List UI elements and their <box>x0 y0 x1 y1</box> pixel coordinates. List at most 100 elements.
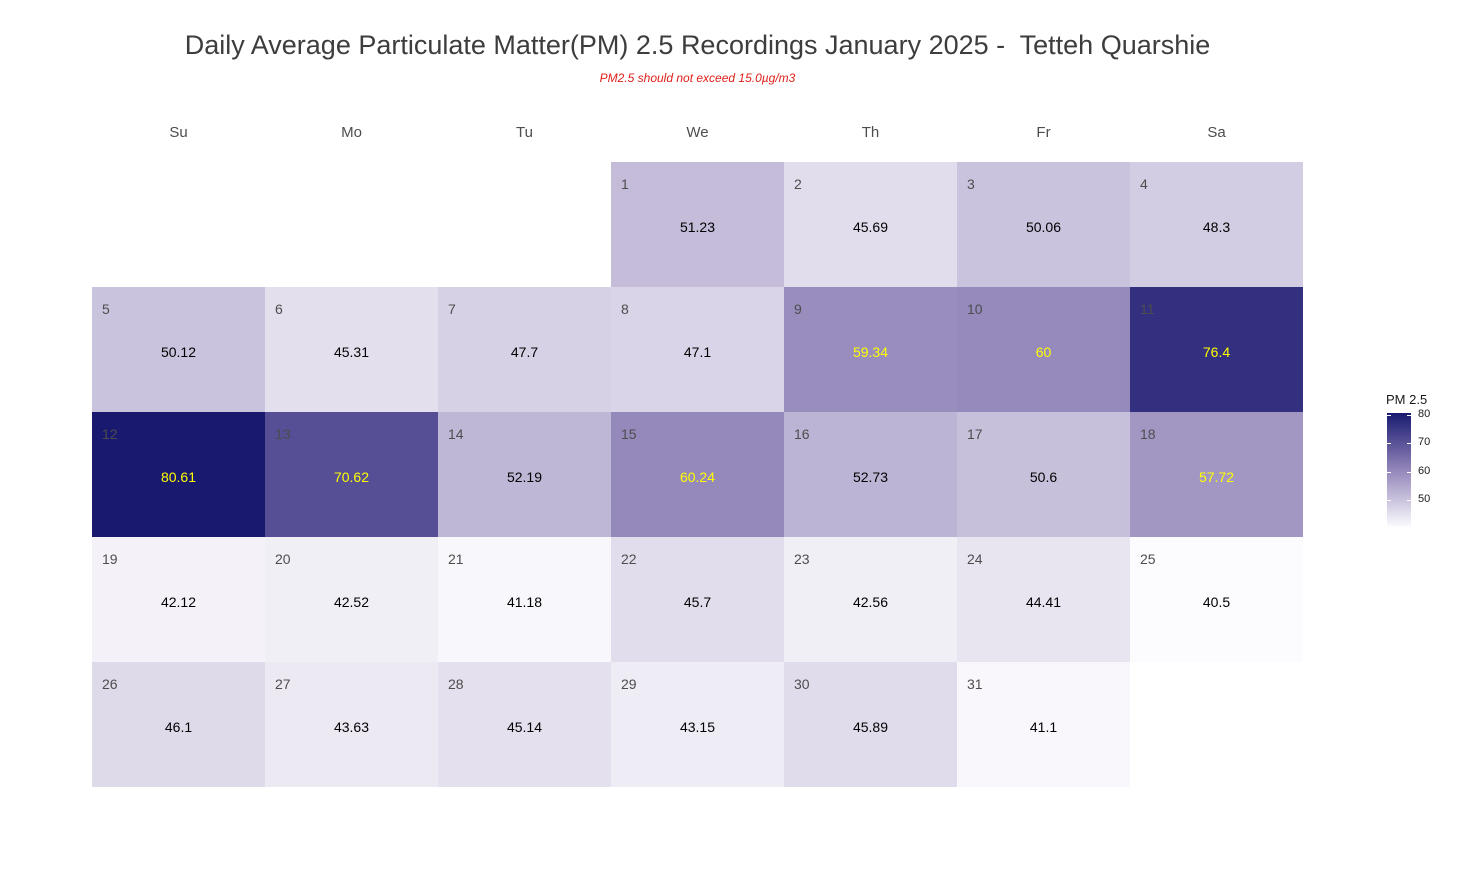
pm25-value-label: 45.7 <box>683 594 712 610</box>
pm25-value-label: 80.61 <box>160 469 197 485</box>
calendar-day-cell: 29 43.15 <box>611 662 784 787</box>
calendar-day-cell: 7 47.7 <box>438 287 611 412</box>
calendar-day-cell: 11 76.4 <box>1130 287 1303 412</box>
pm25-value-label: 45.89 <box>852 719 889 735</box>
pm25-value-label: 59.34 <box>852 344 889 360</box>
day-number: 12 <box>102 426 118 442</box>
pm25-value-label: 45.69 <box>852 219 889 235</box>
legend-tick-mark <box>1387 500 1391 501</box>
weekday-label: Sa <box>1207 124 1226 141</box>
calendar-day-cell: 9 59.34 <box>784 287 957 412</box>
calendar-day-cell: 15 60.24 <box>611 412 784 537</box>
day-number: 21 <box>448 551 464 567</box>
day-number: 11 <box>1140 301 1155 317</box>
day-number: 18 <box>1140 426 1156 442</box>
calendar-day-cell: 2 45.69 <box>784 162 957 287</box>
weekday-label: Mo <box>341 124 362 141</box>
pm25-value-label: 57.72 <box>1198 469 1235 485</box>
calendar-day-cell: 1 51.23 <box>611 162 784 287</box>
day-number: 1 <box>621 176 629 192</box>
pm25-value-label: 40.5 <box>1202 594 1231 610</box>
pm25-value-label: 70.62 <box>333 469 370 485</box>
chart-subtitle: PM2.5 should not exceed 15.0µg/m3 <box>599 71 796 85</box>
day-number: 24 <box>967 551 983 567</box>
legend-tick-label: 60 <box>1418 464 1431 477</box>
legend-tick-mark <box>1407 472 1411 473</box>
day-number: 23 <box>794 551 810 567</box>
pm25-value-label: 51.23 <box>679 219 716 235</box>
day-number: 14 <box>448 426 464 442</box>
pm25-value-label: 43.15 <box>679 719 716 735</box>
calendar-day-cell: 5 50.12 <box>92 287 265 412</box>
calendar-day-cell: 6 45.31 <box>265 287 438 412</box>
calendar-day-cell: 16 52.73 <box>784 412 957 537</box>
pm25-value-label: 41.1 <box>1029 719 1058 735</box>
pm25-value-label: 46.1 <box>164 719 193 735</box>
legend-tick-mark <box>1407 500 1411 501</box>
calendar-day-cell: 19 42.12 <box>92 537 265 662</box>
legend-tick-label: 50 <box>1418 492 1431 505</box>
day-number: 19 <box>102 551 118 567</box>
pm25-value-label: 45.14 <box>506 719 543 735</box>
calendar-day-cell: 23 42.56 <box>784 537 957 662</box>
pm25-value-label: 48.3 <box>1202 219 1231 235</box>
pm25-value-label: 50.6 <box>1029 469 1058 485</box>
calendar-day-cell: 27 43.63 <box>265 662 438 787</box>
day-number: 27 <box>275 676 291 692</box>
calendar-day-cell: 18 57.72 <box>1130 412 1303 537</box>
pm25-value-label: 44.41 <box>1025 594 1062 610</box>
pm25-value-label: 42.52 <box>333 594 370 610</box>
day-number: 2 <box>794 176 802 192</box>
legend-tick-mark <box>1387 415 1391 416</box>
calendar-day-cell: 25 40.5 <box>1130 537 1303 662</box>
pm25-value-label: 50.12 <box>160 344 197 360</box>
calendar-day-cell: 14 52.19 <box>438 412 611 537</box>
day-number: 13 <box>275 426 291 442</box>
calendar-day-cell: 22 45.7 <box>611 537 784 662</box>
calendar-day-cell: 24 44.41 <box>957 537 1130 662</box>
day-number: 4 <box>1140 176 1148 192</box>
weekday-label: Th <box>861 124 880 141</box>
legend-color-bar <box>1387 413 1411 527</box>
pm25-value-label: 52.73 <box>852 469 889 485</box>
pm25-value-label: 41.18 <box>506 594 543 610</box>
pm25-value-label: 47.1 <box>683 344 712 360</box>
pm25-value-label: 45.31 <box>333 344 370 360</box>
calendar-day-cell: 4 48.3 <box>1130 162 1303 287</box>
weekday-label: Fr <box>1036 124 1051 141</box>
calendar-day-cell: 3 50.06 <box>957 162 1130 287</box>
calendar-day-cell: 28 45.14 <box>438 662 611 787</box>
pm25-value-label: 60.24 <box>679 469 716 485</box>
pm25-value-label: 47.7 <box>510 344 539 360</box>
day-number: 8 <box>621 301 629 317</box>
pm25-value-label: 50.06 <box>1025 219 1062 235</box>
legend-tick-label: 70 <box>1418 436 1431 449</box>
calendar-day-cell: 8 47.1 <box>611 287 784 412</box>
day-number: 5 <box>102 301 110 317</box>
legend-tick-mark <box>1407 443 1411 444</box>
day-number: 6 <box>275 301 283 317</box>
calendar-day-cell: 17 50.6 <box>957 412 1130 537</box>
chart-title: Daily Average Particulate Matter(PM) 2.5… <box>184 30 1211 60</box>
pm25-value-label: 42.56 <box>852 594 889 610</box>
day-number: 20 <box>275 551 291 567</box>
day-number: 28 <box>448 676 464 692</box>
calendar-day-cell: 12 80.61 <box>92 412 265 537</box>
day-number: 10 <box>967 301 983 317</box>
day-number: 9 <box>794 301 802 317</box>
calendar-day-cell: 31 41.1 <box>957 662 1130 787</box>
day-number: 17 <box>967 426 983 442</box>
day-number: 26 <box>102 676 118 692</box>
calendar-day-cell: 13 70.62 <box>265 412 438 537</box>
pm25-value-label: 60 <box>1035 344 1052 360</box>
calendar-day-cell: 20 42.52 <box>265 537 438 662</box>
day-number: 7 <box>448 301 456 317</box>
day-number: 29 <box>621 676 637 692</box>
calendar-day-cell: 30 45.89 <box>784 662 957 787</box>
day-number: 3 <box>967 176 975 192</box>
day-number: 30 <box>794 676 810 692</box>
day-number: 15 <box>621 426 637 442</box>
calendar-day-cell: 21 41.18 <box>438 537 611 662</box>
weekday-label: We <box>686 124 709 141</box>
pm25-value-label: 52.19 <box>506 469 543 485</box>
